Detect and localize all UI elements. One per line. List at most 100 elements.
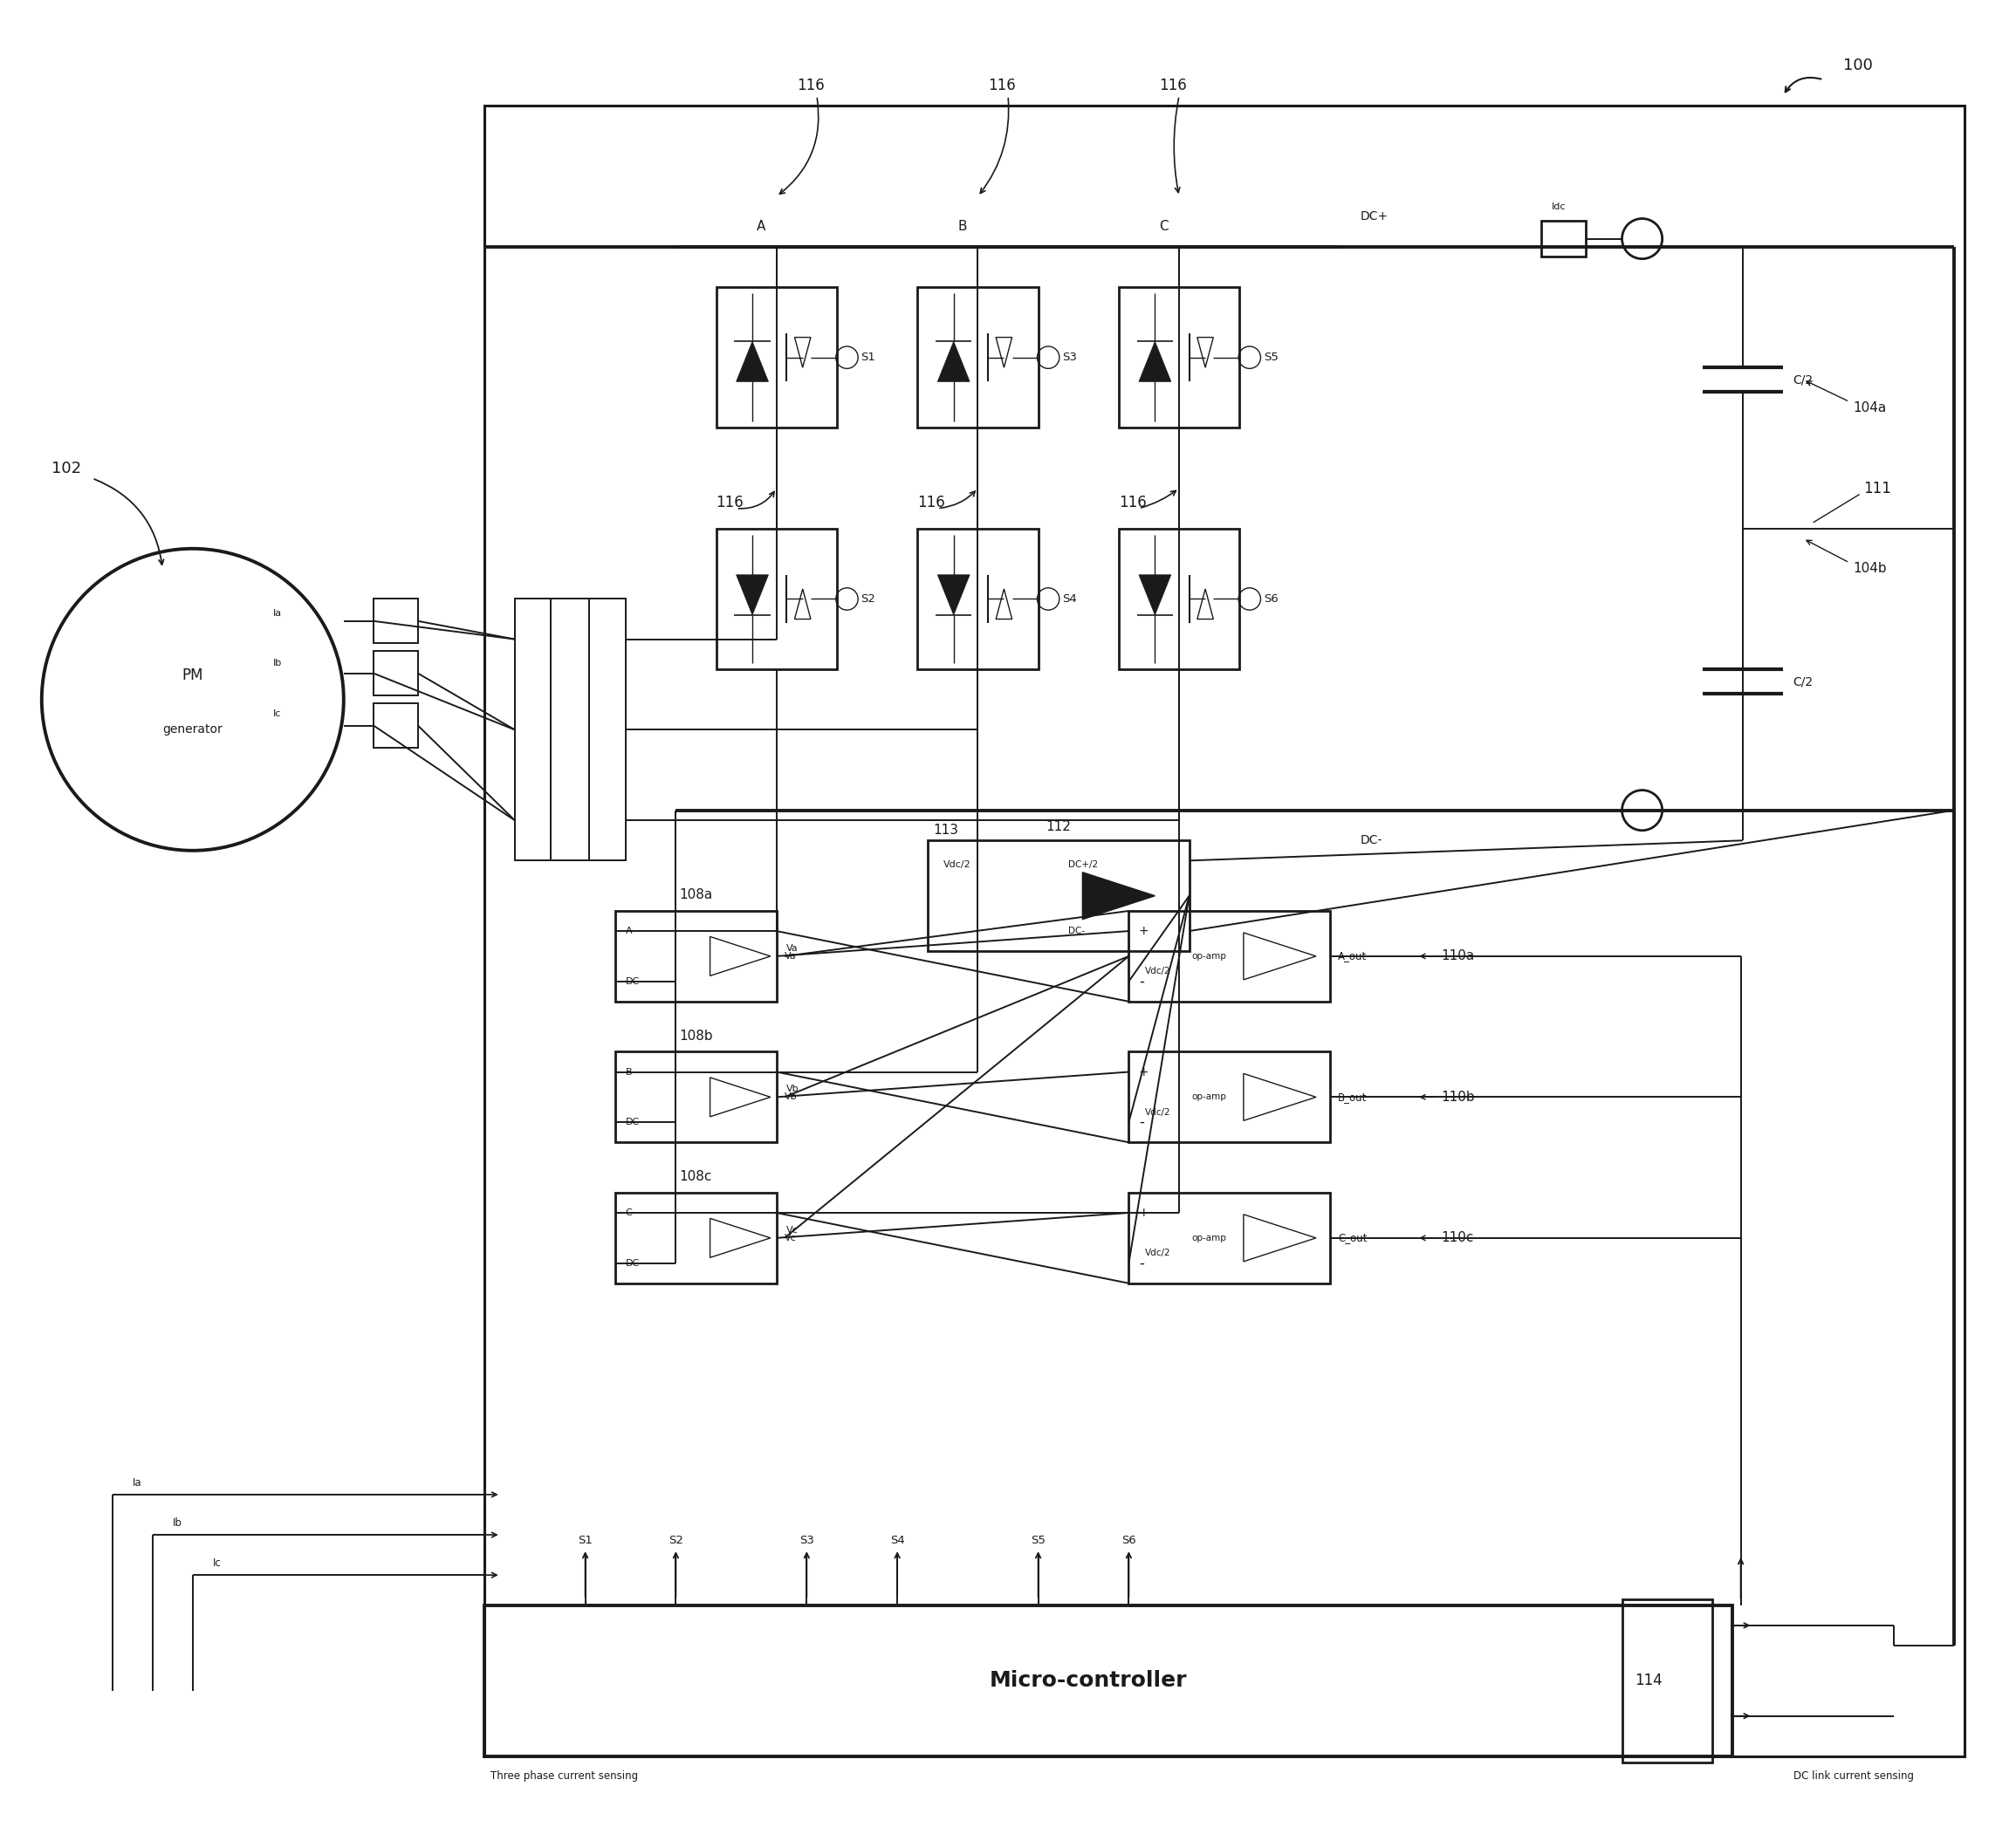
Text: 111: 111 (1863, 480, 1891, 495)
Text: Vb: Vb (784, 1092, 796, 1101)
Text: A: A (625, 926, 633, 935)
Polygon shape (736, 342, 768, 381)
Bar (1129, 1052, 1331, 1142)
Text: S3: S3 (798, 1536, 814, 1547)
Text: Vdc/2: Vdc/2 (1145, 967, 1171, 976)
Polygon shape (1139, 575, 1171, 615)
Text: C/2: C/2 (1792, 675, 1812, 687)
Text: Ib: Ib (173, 1517, 181, 1528)
Text: Va: Va (784, 952, 796, 961)
Text: Ia: Ia (274, 608, 282, 617)
Polygon shape (710, 1077, 770, 1116)
Text: generator: generator (163, 724, 222, 736)
Text: Vc: Vc (784, 1234, 796, 1242)
Text: Three phase current sensing: Three phase current sensing (490, 1770, 639, 1781)
Text: 104b: 104b (1853, 562, 1887, 575)
Text: -: - (1139, 974, 1143, 989)
Polygon shape (710, 937, 770, 976)
Text: Va: Va (786, 944, 798, 952)
Text: 116: 116 (716, 495, 744, 510)
Text: A: A (756, 220, 766, 233)
Bar (1542, 220, 1587, 257)
Text: Ia: Ia (133, 1477, 141, 1488)
Polygon shape (710, 1218, 770, 1258)
Text: -: - (1139, 1255, 1143, 1271)
Bar (615, 1052, 776, 1142)
Text: 108b: 108b (679, 1029, 714, 1042)
Bar (1119, 529, 1240, 669)
Bar (927, 841, 1189, 952)
Bar (615, 911, 776, 1002)
Bar (917, 286, 1038, 429)
Bar (373, 599, 417, 643)
Text: 102: 102 (52, 460, 81, 477)
Text: S6: S6 (1121, 1536, 1137, 1547)
Text: A_out: A_out (1339, 950, 1367, 961)
Text: 100: 100 (1843, 57, 1873, 74)
Text: Ic: Ic (214, 1558, 222, 1569)
Text: 116: 116 (796, 78, 825, 94)
Text: 104a: 104a (1853, 401, 1887, 414)
Text: C: C (1159, 220, 1167, 233)
Text: S5: S5 (1264, 351, 1278, 362)
Text: op-amp: op-amp (1191, 1234, 1226, 1242)
Text: DC-: DC- (625, 1258, 643, 1268)
Text: 110c: 110c (1441, 1231, 1474, 1244)
Text: Ic: Ic (274, 710, 282, 719)
Polygon shape (1244, 1074, 1316, 1120)
Text: Ib: Ib (274, 660, 282, 667)
Text: Micro-controller: Micro-controller (990, 1671, 1187, 1691)
Text: B: B (958, 220, 968, 233)
Bar (484, 1606, 1732, 1756)
Polygon shape (937, 342, 970, 381)
Text: DC-: DC- (1068, 926, 1085, 935)
Text: 114: 114 (1635, 1672, 1661, 1689)
Polygon shape (1083, 872, 1155, 918)
Bar (716, 286, 837, 429)
Text: Vc: Vc (786, 1225, 798, 1234)
Bar (373, 704, 417, 748)
Text: PM: PM (181, 667, 204, 684)
Text: Vb: Vb (786, 1085, 798, 1094)
Text: S6: S6 (1264, 593, 1278, 604)
Bar (1623, 1599, 1712, 1763)
Text: 116: 116 (988, 78, 1016, 94)
Text: 113: 113 (933, 824, 960, 837)
Text: DC-: DC- (1361, 833, 1383, 846)
Polygon shape (1139, 342, 1171, 381)
Polygon shape (1244, 1214, 1316, 1262)
Polygon shape (937, 575, 970, 615)
Bar (716, 529, 837, 669)
Text: +: + (1139, 1066, 1149, 1077)
Text: DC link current sensing: DC link current sensing (1792, 1770, 1913, 1781)
Bar (373, 650, 417, 695)
Text: 112: 112 (1046, 821, 1070, 833)
Text: B_out: B_out (1339, 1092, 1367, 1103)
Text: S2: S2 (669, 1536, 683, 1547)
Text: 116: 116 (1119, 495, 1147, 510)
Text: C_out: C_out (1339, 1233, 1367, 1244)
Text: DC-: DC- (625, 1118, 643, 1127)
Text: Vdc/2: Vdc/2 (943, 861, 972, 869)
Bar (484, 105, 1964, 1756)
Text: S4: S4 (1062, 593, 1077, 604)
Text: S1: S1 (861, 351, 875, 362)
Text: +: + (1139, 1207, 1149, 1220)
Text: S3: S3 (1062, 351, 1077, 362)
Text: op-amp: op-amp (1191, 1092, 1226, 1101)
Text: B: B (625, 1068, 633, 1076)
Bar (615, 1192, 776, 1283)
Text: Vdc/2: Vdc/2 (1145, 1107, 1171, 1116)
Bar (1129, 911, 1331, 1002)
Text: C/2: C/2 (1792, 373, 1812, 386)
Text: -: - (1139, 1114, 1143, 1131)
Text: DC+: DC+ (1361, 211, 1389, 222)
Text: DC+/2: DC+/2 (1068, 861, 1099, 869)
Text: DC-: DC- (625, 978, 643, 985)
Text: 116: 116 (1159, 78, 1187, 94)
Text: 108c: 108c (679, 1170, 712, 1183)
Text: S1: S1 (579, 1536, 593, 1547)
Bar (1119, 286, 1240, 429)
Text: 108a: 108a (679, 889, 714, 902)
Bar (1129, 1192, 1331, 1283)
